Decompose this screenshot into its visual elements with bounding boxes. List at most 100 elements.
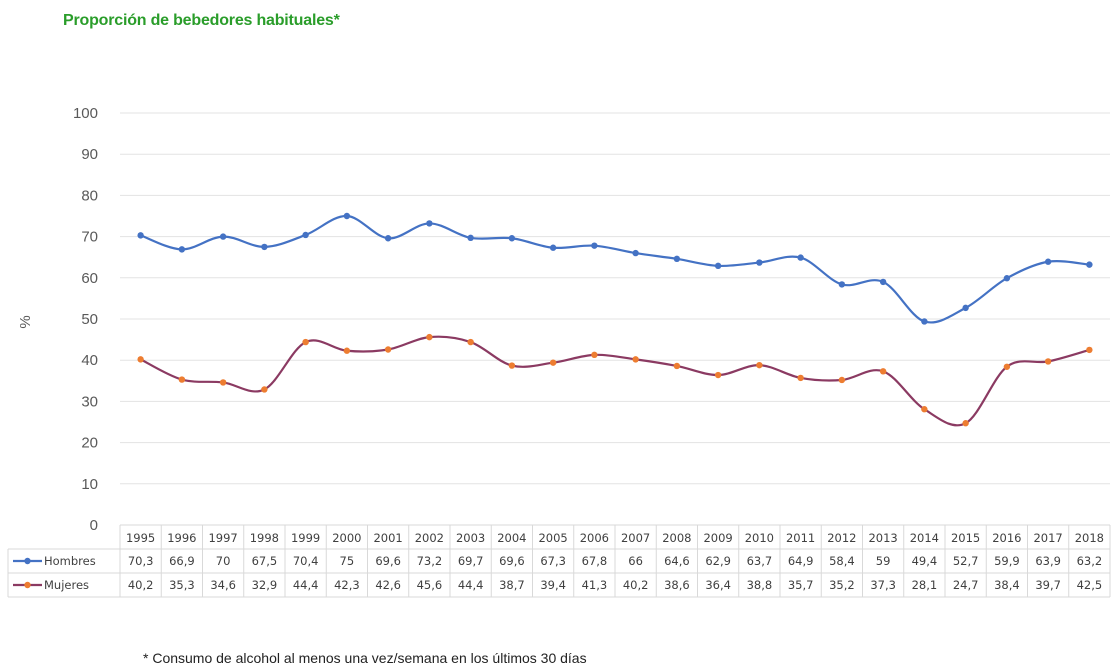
data-label: 44,4 [293, 578, 319, 592]
data-label: 42,5 [1077, 578, 1103, 592]
x-tick-label: 2017 [1033, 531, 1062, 545]
chart-title: Proporción de bebedores habituales* [63, 12, 340, 29]
data-label: 41,3 [582, 578, 608, 592]
data-point [549, 244, 557, 251]
data-label: 38,6 [664, 578, 690, 592]
data-label: 44,4 [458, 578, 484, 592]
y-tick-label: 60 [81, 270, 98, 287]
data-label: 36,4 [705, 578, 731, 592]
data-point [302, 338, 309, 346]
data-point [632, 249, 639, 257]
data-label: 40,2 [128, 578, 154, 592]
x-tick-label: 2002 [415, 531, 444, 545]
data-label: 40,2 [623, 578, 649, 592]
data-point [549, 359, 557, 366]
data-label: 58,4 [829, 554, 855, 568]
data-point [467, 338, 474, 346]
series-lines [137, 212, 1093, 427]
series-line [140, 335, 1090, 427]
data-label: 28,1 [912, 578, 938, 592]
data-label: 75 [340, 554, 355, 568]
data-point [673, 255, 681, 263]
data-label: 35,2 [829, 578, 855, 592]
x-tick-label: 2015 [951, 531, 980, 545]
x-tick-label: 2000 [332, 531, 361, 545]
data-point [1086, 346, 1093, 354]
y-tick-label: 0 [90, 517, 98, 534]
data-point [384, 235, 392, 242]
data-point [632, 356, 639, 363]
data-point [879, 368, 887, 375]
y-tick-label: 90 [81, 146, 98, 163]
data-label: 37,3 [870, 578, 896, 592]
data-point [137, 232, 144, 239]
data-label: 67,5 [252, 554, 278, 568]
data-label: 67,3 [540, 554, 566, 568]
data-label: 35,7 [788, 578, 814, 592]
data-point [508, 235, 516, 242]
x-tick-label: 2014 [910, 531, 939, 545]
y-tick-label: 80 [81, 187, 98, 204]
data-label: 64,9 [788, 554, 814, 568]
data-point [1003, 363, 1011, 370]
x-tick-label: 2010 [745, 531, 774, 545]
data-point [879, 278, 887, 286]
data-label: 69,7 [458, 554, 484, 568]
data-label: 66,9 [169, 554, 195, 568]
x-tick-label: 2006 [580, 531, 609, 545]
x-tick-label: 2007 [621, 531, 650, 545]
data-label: 64,6 [664, 554, 690, 568]
data-label: 39,4 [540, 578, 566, 592]
data-point [797, 254, 804, 261]
data-point [426, 333, 433, 341]
data-point [1044, 258, 1052, 265]
series-line [140, 214, 1090, 324]
x-tick-label: 2005 [538, 531, 567, 545]
data-table: 1995 1996 1997 1998 1999 2000 2001 2002 2003 2004… [7, 524, 1111, 598]
y-tick-label: 100 [73, 105, 98, 122]
x-tick-label: 2018 [1075, 531, 1104, 545]
data-label: 42,6 [375, 578, 401, 592]
data-label: 69,6 [375, 554, 401, 568]
data-point [797, 374, 804, 382]
data-label: 38,8 [747, 578, 773, 592]
data-point [838, 281, 846, 288]
data-label: 24,7 [953, 578, 979, 592]
data-label: 45,6 [417, 578, 443, 592]
data-label: 70,4 [293, 554, 319, 568]
x-tick-label: 1999 [291, 531, 320, 545]
data-label: 70,3 [128, 554, 154, 568]
data-point [261, 243, 268, 251]
legend-marker [24, 557, 31, 565]
data-label: 66 [628, 554, 643, 568]
data-point [714, 262, 722, 270]
data-point [591, 351, 598, 359]
y-tick-label: 20 [81, 435, 98, 452]
data-point [962, 420, 969, 427]
data-point [921, 318, 928, 325]
data-label: 32,9 [252, 578, 278, 592]
data-point [137, 356, 144, 363]
data-label: 63,9 [1035, 554, 1061, 568]
data-point [261, 386, 268, 393]
data-label: 38,7 [499, 578, 525, 592]
x-tick-label: 2004 [497, 531, 526, 545]
y-tick-label: 50 [81, 311, 98, 328]
x-tick-label: 2012 [827, 531, 856, 545]
data-label: 59,9 [994, 554, 1020, 568]
legend-marker [24, 581, 31, 589]
data-point [921, 406, 928, 413]
data-point [219, 379, 227, 386]
x-tick-label: 2001 [373, 531, 402, 545]
x-tick-label: 2003 [456, 531, 485, 545]
data-label: 42,3 [334, 578, 360, 592]
data-label: 39,7 [1035, 578, 1061, 592]
data-point [302, 231, 309, 239]
series-hombres [137, 212, 1093, 325]
data-label: 52,7 [953, 554, 979, 568]
data-point [219, 233, 227, 240]
gridlines [120, 112, 1110, 485]
data-point [384, 346, 392, 353]
data-label: 63,2 [1077, 554, 1103, 568]
data-point [673, 362, 681, 370]
